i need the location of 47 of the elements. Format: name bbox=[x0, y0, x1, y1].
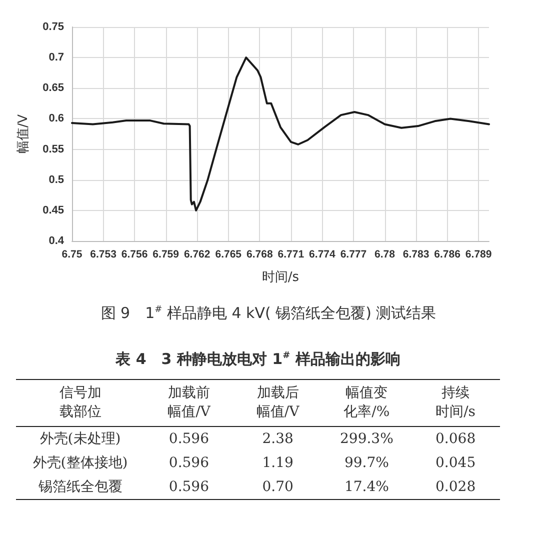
y-tick-label: 0.65 bbox=[42, 82, 64, 94]
y-tick-label: 0.6 bbox=[48, 112, 64, 125]
text: 0.596 bbox=[168, 478, 210, 495]
text: 17.4% bbox=[344, 478, 389, 495]
x-tick-label: 6.777 bbox=[340, 248, 367, 260]
text: 图 9 1$^{#}$ 样品静电 4 kV( 锡箔纸全包覆) 测试结果 bbox=[100, 304, 438, 323]
y-tick-label: 0.45 bbox=[42, 204, 64, 216]
x-tick-label: 6.786 bbox=[434, 248, 461, 260]
text: 299.3% bbox=[340, 430, 394, 447]
text: 0.068 bbox=[436, 430, 476, 447]
x-axis-title: 时间/s bbox=[262, 270, 300, 285]
x-tick-label: 6.756 bbox=[121, 248, 148, 260]
x-tick-label: 6.783 bbox=[402, 248, 430, 260]
x-tick-label: 6.753 bbox=[90, 248, 117, 260]
text: 0.70 bbox=[262, 478, 294, 495]
y-tick-label: 0.75 bbox=[42, 21, 64, 33]
category-label: 外壳(未处理) bbox=[40, 430, 121, 447]
x-tick-label: 6.78 bbox=[374, 248, 396, 260]
line-series bbox=[71, 56, 490, 212]
y-tick-label: 0.4 bbox=[48, 235, 65, 247]
category-label: 信号加载部位 bbox=[58, 384, 102, 422]
category-label: 锡箔纸全包覆 bbox=[38, 478, 122, 495]
x-tick-label: 6.768 bbox=[246, 248, 273, 260]
x-tick-label: 6.765 bbox=[215, 248, 242, 260]
text: 99.7% bbox=[344, 454, 389, 471]
x-tick-label: 6.774 bbox=[309, 248, 336, 260]
category-label: 加载后幅值/V bbox=[255, 384, 300, 422]
x-tick-label: 6.75 bbox=[62, 248, 82, 260]
text: 0.028 bbox=[436, 478, 476, 495]
category-label: 幅值变化率/% bbox=[342, 384, 391, 422]
y-tick-label: 0.7 bbox=[48, 52, 64, 64]
text: 0.596 bbox=[168, 454, 210, 471]
y-axis-title: 幅值/V bbox=[16, 114, 31, 154]
text: 1.19 bbox=[262, 454, 294, 471]
category-label: 外壳(整体接地) bbox=[32, 454, 128, 471]
y-tick-label: 0.55 bbox=[42, 143, 64, 156]
text: 0.596 bbox=[168, 430, 210, 447]
x-tick-label: 6.789 bbox=[465, 248, 492, 260]
category-label: 持续时间/s bbox=[434, 384, 476, 422]
category-label: 加载前幅值/V bbox=[166, 384, 212, 422]
x-tick-label: 6.759 bbox=[152, 248, 180, 260]
text: 2.38 bbox=[262, 430, 294, 447]
x-tick-label: 6.762 bbox=[184, 248, 210, 260]
x-tick-label: 6.771 bbox=[278, 248, 304, 260]
y-tick-label: 0.5 bbox=[48, 174, 64, 186]
text: 表 4 3 种静电放电对 1$^{#}$ 样品输出的影响 bbox=[114, 350, 402, 369]
text: 0.045 bbox=[436, 454, 476, 471]
